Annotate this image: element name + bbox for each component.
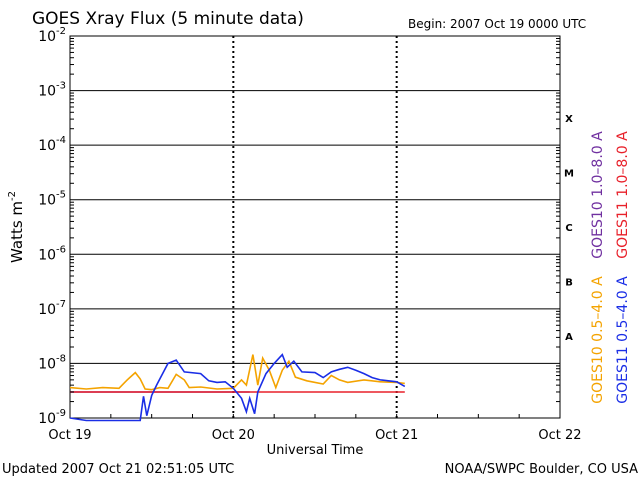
flare-class-label: X [565,114,573,125]
flare-class-label: B [565,278,573,289]
y-tick-label: 10-7 [38,299,66,318]
flare-class-labels: X M C B A [564,114,574,343]
y-axis-label-exp: -2 [7,191,18,201]
series-line [69,353,406,422]
grid-layer [70,36,560,418]
x-tick-label: Oct 20 [212,428,255,443]
x-tick-label: Oct 21 [375,428,418,443]
y-axis: 10-2 10-3 10-4 10-5 10-6 10-7 10-8 10-9 [38,26,560,427]
y-tick-label: 10-2 [38,26,66,45]
series-layer [69,353,406,422]
y-tick-label: 10-4 [38,135,66,154]
legend-entry: GOES11 0.5–4.0 A [615,276,631,404]
flare-class-label: M [564,168,574,179]
y-axis-label-text: Watts m [8,201,26,263]
y-tick-label: 10-6 [38,244,66,263]
legend-entry: GOES10 0.5–4.0 A [590,276,606,404]
legend-entry: GOES10 1.0–8.0 A [590,131,606,259]
flare-class-label: C [565,223,572,234]
begin-label: Begin: 2007 Oct 19 0000 UTC [408,17,586,31]
credit-text: NOAA/SWPC Boulder, CO USA [445,462,638,477]
legend: GOES10 1.0–8.0 A GOES11 1.0–8.0 A GOES10 0… [590,131,631,404]
x-axis-label: Universal Time [267,443,364,458]
x-tick-label: Oct 19 [48,428,91,443]
flare-class-label: A [565,332,573,343]
chart-title: GOES Xray Flux (5 minute data) [32,9,304,29]
y-tick-label: 10-9 [38,408,66,427]
legend-entry: GOES11 1.0–8.0 A [615,131,631,259]
y-tick-label: 10-8 [38,353,66,372]
plot-area [69,35,561,419]
updated-timestamp: Updated 2007 Oct 21 02:51:05 UTC [2,462,234,477]
y-tick-label: 10-5 [38,190,66,209]
x-axis: Oct 19 Oct 20 Oct 21 Oct 22 [48,414,582,443]
series-line [69,354,405,391]
y-tick-label: 10-3 [38,81,66,100]
x-tick-label: Oct 22 [538,428,581,443]
y-axis-label: Watts m-2 [7,191,26,263]
svg-text:Watts m-2: Watts m-2 [7,191,26,263]
